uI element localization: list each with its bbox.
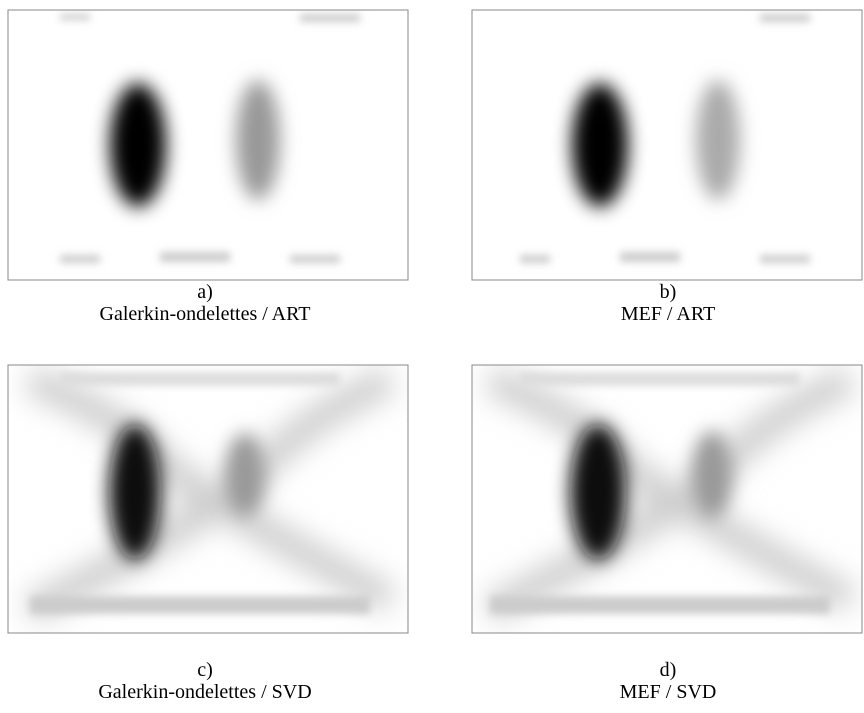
panel-label: a) — [197, 281, 213, 303]
panel-caption: Galerkin-ondelettes / ART — [100, 303, 311, 325]
panel-frame — [471, 364, 863, 634]
panel-label: c) — [197, 659, 213, 681]
panel-image — [8, 10, 408, 280]
panel-image — [8, 365, 408, 633]
panel-caption: Galerkin-ondelettes / SVD — [98, 681, 311, 703]
panel-caption: MEF / ART — [621, 303, 715, 325]
panel-image — [472, 365, 862, 633]
panel-image — [472, 10, 862, 280]
panel-caption: MEF / SVD — [620, 681, 717, 703]
panel-label: b) — [660, 281, 677, 303]
panel-frame — [7, 364, 409, 634]
panel-label: d) — [660, 659, 677, 681]
panel-frame — [471, 9, 863, 281]
panel-frame — [7, 9, 409, 281]
